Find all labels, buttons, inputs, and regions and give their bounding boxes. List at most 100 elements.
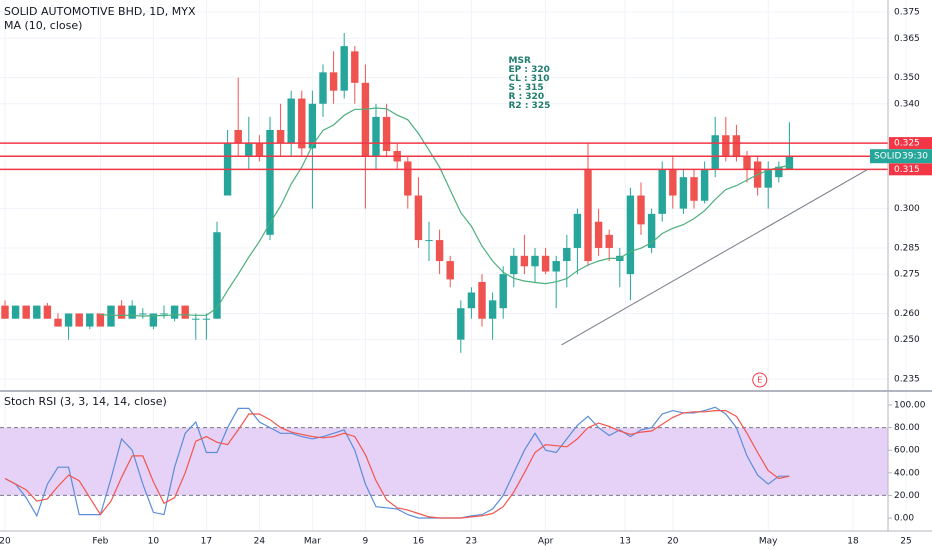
stoch-line [4,406,790,519]
candle-body [520,255,529,267]
candle-body [467,292,476,309]
candle-body [245,143,253,157]
candle-body [202,318,211,320]
candle-body [785,156,794,170]
x-tick-label: 17 [201,537,212,547]
candle-body [298,98,306,149]
candle-body [64,313,73,327]
stoch-tick-label: 80.00 [894,423,920,433]
candle-body [213,232,221,319]
stoch-band [0,427,888,496]
x-tick-label: 16 [413,537,425,547]
stoch-tick-label: 100.00 [894,400,926,410]
candle-body [594,221,603,248]
candle-body [181,305,189,319]
earnings-marker [752,372,768,388]
stoch-tick-label: 20.00 [894,491,920,501]
candle-body [287,98,295,144]
earnings-label: E [757,376,762,385]
x-tick-label: 10 [148,537,160,547]
candle-body [647,213,656,248]
candle-body [107,305,115,327]
candle-body [266,130,274,235]
candle-body [573,213,582,248]
candle-body [234,130,242,144]
price-tag [870,149,932,164]
y-tick-label: 0.260 [894,309,920,319]
candle-body [488,300,497,319]
candle-body [775,166,783,178]
candle-body [1,305,9,319]
candle-body [700,169,709,201]
candle-body [54,318,62,327]
ma-line [100,107,790,317]
candle-body [319,72,327,104]
candle-body [584,169,592,262]
candle-body [658,169,666,214]
candle-body [192,318,200,320]
price-tag-countdown: 39:30 [902,152,928,162]
x-tick-label: 25 [900,537,911,547]
stoch-tick-label: 0.00 [894,514,914,524]
level-label: 0.315 [894,165,920,175]
candle-body [626,195,635,275]
annotation-line: R2 : 325 [509,101,551,111]
stoch-tick-label: 60.00 [894,446,920,456]
annotation-line: CL : 310 [509,74,550,84]
annotation-line: S : 315 [509,83,544,93]
candle-body [541,255,550,272]
candle-body [679,177,688,209]
candle-body [446,261,454,280]
x-tick-label: 20 [0,537,11,547]
candle-body [340,46,348,91]
x-tick-label: 18 [847,537,859,547]
candle-body [308,103,317,149]
candle-body [382,116,391,151]
x-tick-label: 20 [667,537,679,547]
x-tick-label: May [759,537,778,547]
candle-body [478,282,486,319]
candle-body [605,234,613,248]
x-tick-label: 24 [254,537,266,547]
y-tick-label: 0.340 [894,99,920,109]
y-tick-label: 0.365 [894,34,920,44]
candle-body [372,116,380,157]
candle-body [669,169,677,196]
candle-body [531,255,539,267]
candle-body [43,305,52,319]
candle-body [149,313,158,327]
candle-body [128,305,136,319]
candle-body [711,135,719,170]
candle-body [690,177,698,201]
y-tick-label: 0.275 [894,270,920,280]
chart-subtitle: MA (10, close) [4,19,82,32]
candle-body [86,313,94,327]
candle-body [329,72,338,91]
y-tick-label: 0.285 [894,243,920,253]
candle-body [276,130,285,144]
annotation-line: R : 320 [509,92,545,102]
x-tick-label: Apr [538,537,554,547]
candle-body [743,156,751,170]
annotation-line: MSR [509,56,531,66]
x-tick-label: 9 [363,537,369,547]
y-tick-label: 0.375 [894,8,920,18]
candle-body [435,240,444,262]
candle-body [33,305,41,319]
level-tag [889,137,932,150]
y-tick-label: 0.235 [894,374,920,384]
candle-body [361,82,370,157]
stoch-line [4,410,790,519]
trendline [561,168,869,346]
candle-body [139,313,147,315]
stoch-tick-label: 40.00 [894,468,920,478]
candle-body [552,261,560,272]
candle-body [160,313,168,315]
candle-body [255,143,264,157]
annotation-line: EP : 320 [509,65,550,75]
candle-body [414,195,423,241]
x-tick-label: Feb [92,537,108,547]
candle-body [499,274,507,309]
candle-body [351,51,359,83]
